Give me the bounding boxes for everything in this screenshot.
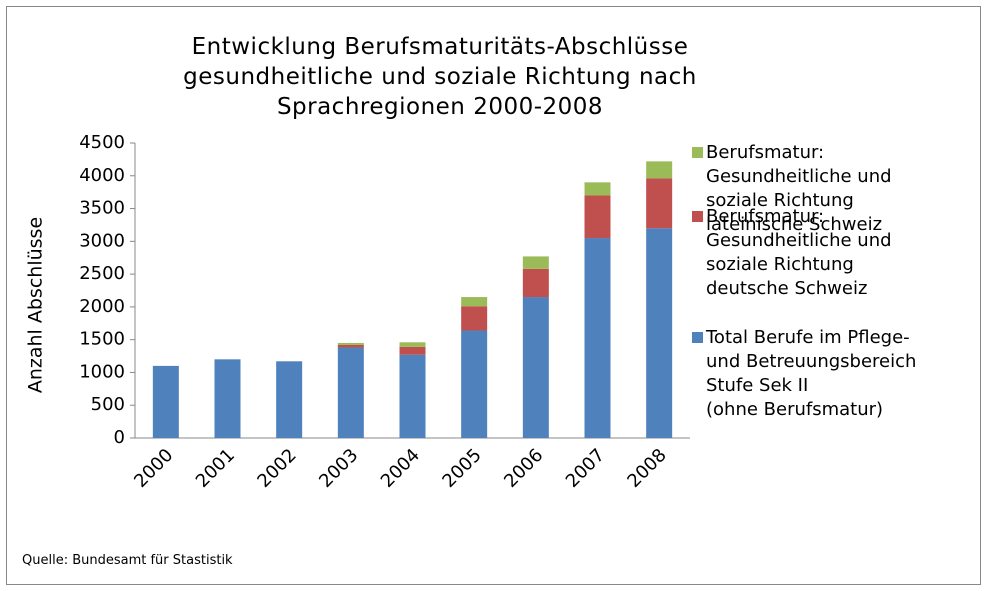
- bar-segment: [276, 361, 303, 438]
- x-tick-label: 2000: [130, 445, 177, 492]
- x-tick-label: 2001: [192, 445, 239, 492]
- bar-segment: [522, 297, 549, 438]
- x-tick-label: 2004: [377, 445, 424, 492]
- y-tick-label: 1000: [79, 361, 125, 382]
- bar-segment: [646, 228, 673, 438]
- bar-segment: [522, 268, 549, 298]
- source-note: Quelle: Bundesamt für Stastistik: [22, 553, 233, 568]
- bar-segment: [337, 347, 364, 438]
- frame-border: [6, 6, 981, 585]
- bar-segment: [461, 297, 488, 307]
- bar-segment: [646, 161, 673, 179]
- legend-swatch: [692, 211, 703, 222]
- legend-label: Berufsmatur: Gesundheitliche und soziale…: [706, 206, 892, 299]
- bar-segment: [152, 365, 179, 438]
- bar-segment: [584, 195, 611, 239]
- y-tick-label: 2000: [79, 296, 125, 317]
- bar-segment: [461, 306, 488, 331]
- x-tick-label: 2008: [623, 445, 670, 492]
- bar-segment: [646, 178, 673, 229]
- y-tick-label: 0: [114, 427, 125, 448]
- legend-entry: Berufsmatur: Gesundheitliche und soziale…: [692, 205, 892, 301]
- x-tick-label: 2006: [500, 445, 547, 492]
- x-tick-label: 2002: [253, 445, 300, 492]
- y-tick-label: 500: [91, 394, 125, 415]
- bar-segment: [214, 359, 241, 438]
- bar-segment: [399, 354, 426, 438]
- x-tick-label: 2007: [562, 445, 609, 492]
- y-tick-label: 1500: [79, 329, 125, 350]
- legend-entry: Total Berufe im Pflege- und Betreuungsbe…: [692, 326, 917, 422]
- y-tick-label: 4500: [79, 132, 125, 153]
- legend-label: Total Berufe im Pflege- und Betreuungsbe…: [706, 327, 917, 420]
- y-tick-label: 3000: [79, 230, 125, 251]
- bar-segment: [522, 256, 549, 269]
- bar-segment: [337, 344, 364, 348]
- legend-entry: Berufsmatur: Gesundheitliche und soziale…: [692, 141, 892, 237]
- chart-title: Entwicklung Berufsmaturitäts-Abschlüsse …: [183, 34, 697, 120]
- bar-segment: [584, 238, 611, 438]
- x-tick-label: 2003: [315, 445, 362, 492]
- legend-label: Berufsmatur: Gesundheitliche und soziale…: [706, 142, 892, 235]
- y-axis-label: Anzahl Abschlüsse: [25, 217, 47, 393]
- bar-segment: [399, 346, 426, 355]
- legend-swatch: [692, 332, 703, 343]
- legend-swatch: [692, 147, 703, 158]
- bar-segment: [461, 330, 488, 438]
- y-tick-label: 4000: [79, 165, 125, 186]
- bar-segment: [584, 182, 611, 196]
- bar-segment: [337, 342, 364, 345]
- y-tick-label: 2500: [79, 263, 125, 284]
- x-tick-label: 2005: [438, 445, 485, 492]
- bar-segment: [399, 342, 426, 347]
- y-tick-label: 3500: [79, 198, 125, 219]
